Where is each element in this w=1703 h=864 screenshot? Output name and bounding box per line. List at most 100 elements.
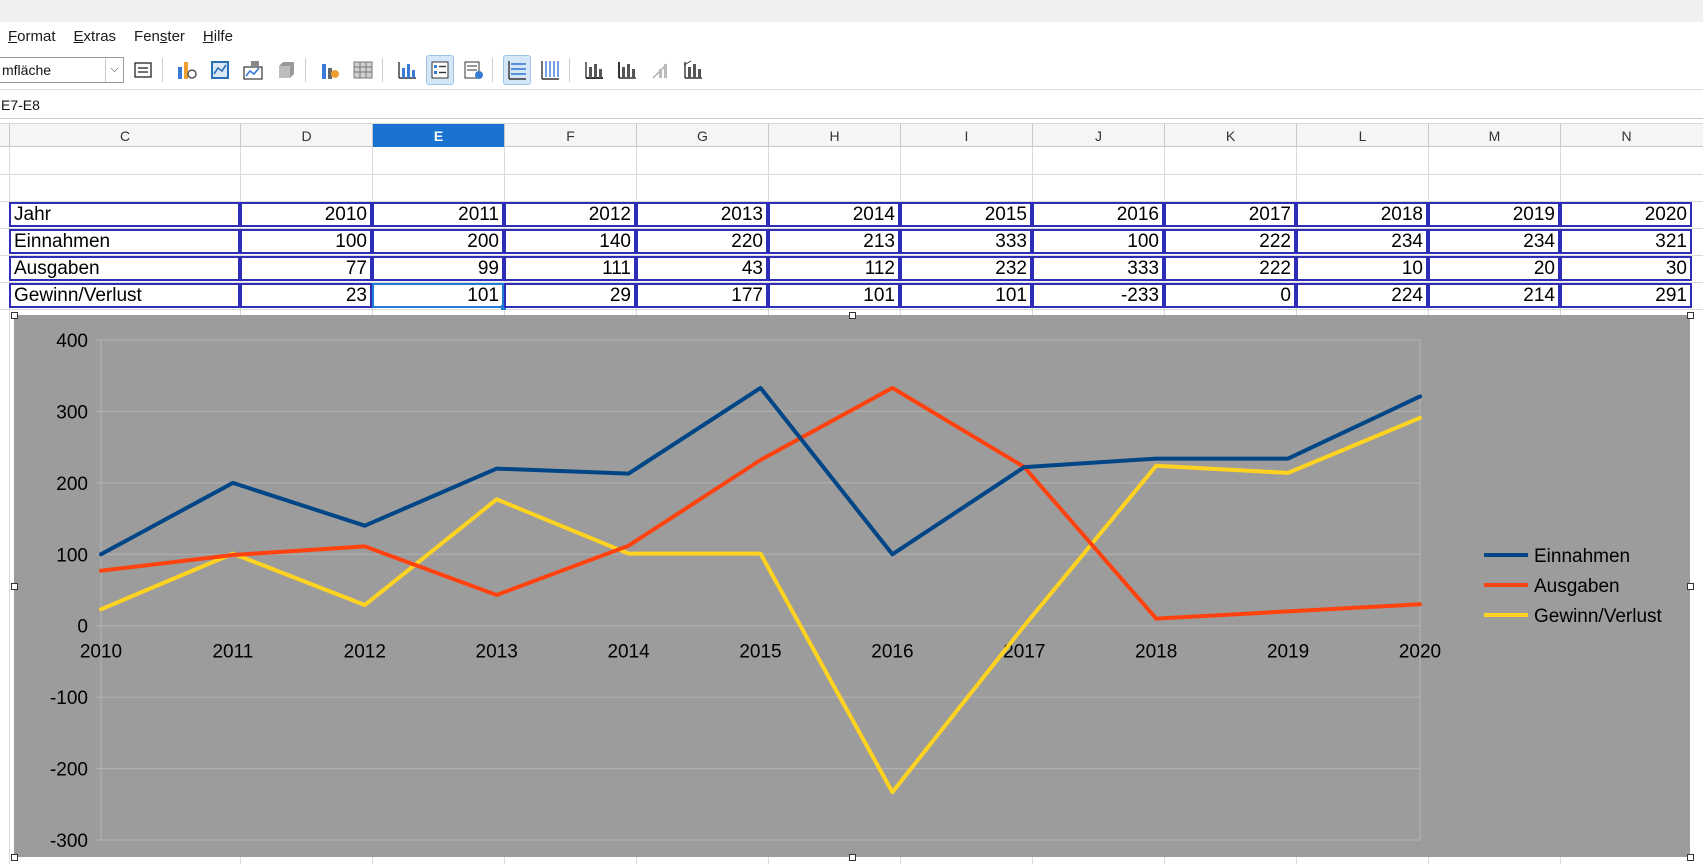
table-cell[interactable]: 100 [1032,229,1164,254]
table-cell[interactable]: 140 [504,229,636,254]
table-cell[interactable]: 101 [768,283,900,308]
column-header-i[interactable]: I [900,124,1032,147]
menu-bar: Format Extras Fenster Hilfe [0,22,1703,50]
table-cell[interactable]: 2018 [1296,202,1428,227]
table-cell[interactable]: 2013 [636,202,768,227]
column-header-n[interactable]: N [1560,124,1692,147]
table-cell[interactable]: 333 [1032,256,1164,281]
table-cell[interactable]: 224 [1296,283,1428,308]
y-tick-label: 200 [56,474,88,495]
table-cell[interactable]: 291 [1560,283,1692,308]
column-header-g[interactable]: G [636,124,768,147]
table-row-label[interactable]: Jahr [9,202,240,227]
menu-fenster-label: ter [167,27,185,45]
table-cell[interactable]: 101 [900,283,1032,308]
table-cell[interactable]: 2017 [1164,202,1296,227]
table-cell[interactable]: 220 [636,229,768,254]
resize-handle[interactable] [1687,312,1694,319]
table-cell[interactable]: 2014 [768,202,900,227]
table-cell[interactable]: -233 [1032,283,1164,308]
menu-format[interactable]: Format [8,28,56,45]
fill-handle[interactable] [501,305,506,310]
menu-hilfe[interactable]: Hilfe [203,28,233,45]
data-table-button[interactable] [206,55,234,85]
table-row-label[interactable]: Ausgaben [9,256,240,281]
toolbar-separator [162,57,163,82]
menu-fenster[interactable]: Fenster [134,28,185,45]
chevron-down-icon[interactable]: ⌵ [105,57,123,82]
all-axes-button[interactable] [679,55,707,85]
table-cell[interactable]: 214 [1428,283,1560,308]
horizontal-grid-button[interactable] [503,54,531,85]
column-header-h[interactable]: H [768,124,900,147]
table-cell[interactable]: 111 [504,256,636,281]
table-cell[interactable]: 100 [240,229,372,254]
name-box[interactable]: E7-E8 [0,91,1703,119]
table-cell[interactable]: 2010 [240,202,372,227]
resize-handle[interactable] [11,854,18,861]
table-cell[interactable]: 222 [1164,229,1296,254]
chart-type-button[interactable] [173,55,201,85]
z-axis-button[interactable] [646,55,674,85]
table-cell[interactable]: 0 [1164,283,1296,308]
table-cell[interactable]: 112 [768,256,900,281]
table-cell[interactable]: 234 [1296,229,1428,254]
table-cell[interactable]: 29 [504,283,636,308]
table-cell[interactable]: 213 [768,229,900,254]
resize-handle[interactable] [849,312,856,319]
table-cell[interactable]: 10 [1296,256,1428,281]
table-cell[interactable]: 2016 [1032,202,1164,227]
y-axis-button[interactable] [613,55,641,85]
table-cell[interactable]: 177 [636,283,768,308]
column-header-f[interactable]: F [504,124,636,147]
table-cell[interactable]: 2011 [372,202,504,227]
table-cell[interactable]: 200 [372,229,504,254]
data-table-icon [211,60,229,79]
resize-handle[interactable] [1687,854,1694,861]
resize-handle[interactable] [849,854,856,861]
column-header-d[interactable]: D [240,124,372,147]
table-cell[interactable]: 2019 [1428,202,1560,227]
menu-extras[interactable]: Extras [74,28,117,45]
table-cell[interactable]: 2020 [1560,202,1692,227]
table-cell[interactable]: 77 [240,256,372,281]
table-cell[interactable]: 2015 [900,202,1032,227]
table-cell[interactable]: 43 [636,256,768,281]
chart-element-select[interactable]: mfläche ⌵ [0,56,124,83]
active-cell[interactable]: 101 [372,283,504,308]
table-cell[interactable]: 20 [1428,256,1560,281]
series-line-ausgaben [99,385,1422,621]
title-button[interactable] [459,55,487,85]
3d-view-button[interactable] [272,55,300,85]
table-row-label[interactable]: Gewinn/Verlust [9,283,240,308]
column-header-l[interactable]: L [1296,124,1428,147]
legend-on-off-button[interactable] [316,55,344,85]
data-ranges-button[interactable] [239,55,267,85]
column-header-e[interactable]: E [372,124,504,147]
x-axis-button[interactable] [580,55,608,85]
text-scale-button[interactable] [349,55,377,85]
table-cell[interactable]: 23 [240,283,372,308]
resize-handle[interactable] [1687,583,1694,590]
legend-button[interactable] [426,54,454,85]
horizontal-grids-button[interactable] [393,55,421,85]
resize-handle[interactable] [11,583,18,590]
format-selection-icon [134,61,152,78]
vertical-grid-button[interactable] [536,55,564,85]
table-cell[interactable]: 321 [1560,229,1692,254]
table-cell[interactable]: 30 [1560,256,1692,281]
table-cell[interactable]: 99 [372,256,504,281]
table-cell[interactable]: 222 [1164,256,1296,281]
table-cell[interactable]: 333 [900,229,1032,254]
column-header-c[interactable]: C [9,124,240,147]
table-cell[interactable]: 232 [900,256,1032,281]
table-row-label[interactable]: Einnahmen [9,229,240,254]
table-cell[interactable]: 234 [1428,229,1560,254]
chart-object[interactable]: 400 300 200 100 0 -100 -200 -300 2010 2011 2012 201… [14,315,1690,857]
format-selection-button[interactable] [129,55,157,85]
resize-handle[interactable] [11,312,18,319]
table-cell[interactable]: 2012 [504,202,636,227]
column-header-m[interactable]: M [1428,124,1560,147]
column-header-k[interactable]: K [1164,124,1296,147]
column-header-j[interactable]: J [1032,124,1164,147]
